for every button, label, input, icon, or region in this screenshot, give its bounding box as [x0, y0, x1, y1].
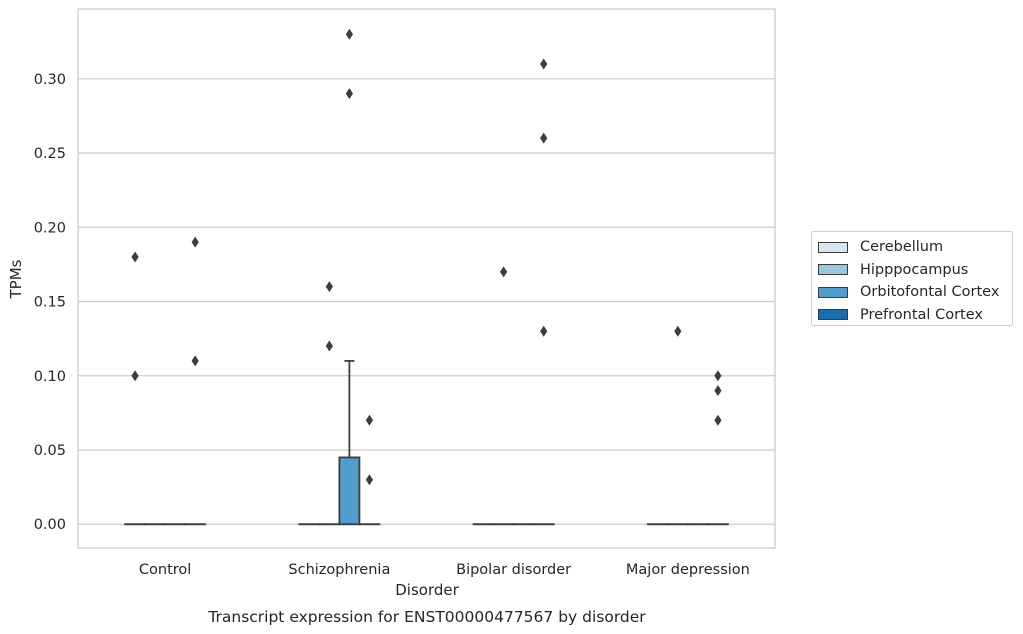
y-tick-label: 0.25 — [34, 146, 66, 162]
outliers — [131, 28, 722, 486]
outlier-point — [540, 132, 548, 144]
legend: Cerebellum Hipppocampus Orbitofontal Corte… — [811, 231, 1013, 326]
outlier-point — [714, 414, 722, 426]
legend-item: Cerebellum — [818, 236, 1012, 259]
legend-label: Hipppocampus — [860, 261, 969, 278]
x-axis-label: Disorder — [395, 581, 459, 599]
outlier-point — [345, 88, 353, 100]
box — [338, 456, 361, 526]
y-tick-labels: 0.00 0.05 0.10 0.15 0.20 0.25 0.30 — [34, 72, 66, 533]
legend-item: Prefrontal Cortex — [818, 304, 1012, 327]
outlier-point — [191, 236, 199, 248]
legend-swatch — [818, 264, 848, 276]
outlier-point — [131, 370, 139, 382]
legend-item: Hipppocampus — [818, 259, 1012, 282]
legend-label: Prefrontal Cortex — [860, 306, 983, 323]
x-tick-label: Bipolar disorder — [456, 562, 571, 578]
outlier-point — [365, 414, 374, 426]
outlier-point — [325, 340, 333, 352]
outlier-point — [325, 281, 333, 293]
outlier-point — [191, 355, 199, 367]
gridlines — [78, 78, 775, 525]
outlier-point — [365, 474, 374, 486]
outlier-point — [345, 28, 353, 40]
plot-frame — [77, 8, 776, 549]
legend-item: Orbitofontal Cortex — [818, 281, 1012, 304]
x-tick-label: Major depression — [626, 562, 750, 578]
y-tick-label: 0.30 — [34, 72, 66, 88]
outlier-point — [714, 385, 722, 397]
outlier-point — [540, 58, 548, 70]
chart-caption: Transcript expression for ENST0000047756… — [207, 608, 646, 626]
legend-swatch — [818, 286, 848, 298]
outlier-point — [674, 325, 682, 337]
outlier-point — [131, 251, 139, 263]
legend-swatch — [818, 241, 848, 253]
y-tick-label: 0.05 — [34, 443, 66, 459]
y-tick-label: 0.15 — [34, 295, 66, 311]
outlier-point — [540, 325, 548, 337]
boxes — [124, 360, 729, 526]
legend-swatch — [818, 309, 848, 321]
outlier-point — [500, 266, 508, 278]
y-tick-label: 0.10 — [34, 369, 66, 385]
legend-label: Orbitofontal Cortex — [860, 284, 1000, 301]
x-tick-label: Control — [139, 562, 191, 578]
x-tick-label: Schizophrenia — [288, 562, 390, 578]
y-tick-label: 0.20 — [34, 220, 66, 236]
y-axis-label: TPMs — [7, 259, 25, 299]
y-tick-label: 0.00 — [34, 517, 66, 533]
x-tick-labels: Control Schizophrenia Bipolar disorder Majo… — [139, 562, 750, 578]
legend-label: Cerebellum — [860, 239, 944, 256]
outlier-point — [714, 370, 722, 382]
